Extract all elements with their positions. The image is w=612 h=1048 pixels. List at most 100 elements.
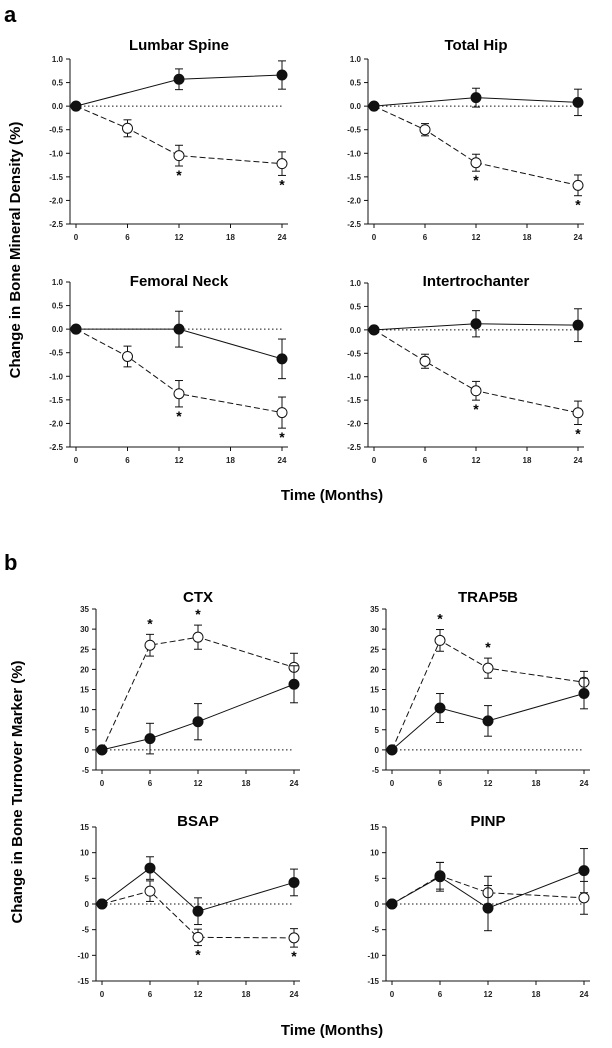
series-line-filled xyxy=(101,867,295,912)
y-tick-label: 5 xyxy=(375,726,380,735)
data-point-open xyxy=(470,385,482,397)
series-line-open xyxy=(391,639,585,751)
x-tick-label: 6 xyxy=(438,990,443,999)
data-point-filled xyxy=(368,324,380,336)
data-point-open xyxy=(572,407,584,419)
y-tick-label: -0.5 xyxy=(347,126,361,135)
data-point-open xyxy=(434,634,446,646)
data-point-open xyxy=(173,388,185,400)
data-point-filled xyxy=(386,898,398,910)
series-line-filled xyxy=(391,870,585,909)
data-point-open xyxy=(288,932,300,944)
y-tick-label: -1.5 xyxy=(347,173,361,182)
x-tick-label: 0 xyxy=(372,456,377,465)
data-point-filled xyxy=(572,96,584,108)
y-tick-label: -1.5 xyxy=(49,396,63,405)
x-tick-label: 24 xyxy=(278,233,287,242)
x-tick-label: 0 xyxy=(372,233,377,242)
panel-b-letter: b xyxy=(4,550,17,575)
x-tick-label: 24 xyxy=(574,456,583,465)
y-tick-label: 5 xyxy=(85,874,90,883)
y-tick-label: 25 xyxy=(370,645,379,654)
y-tick-label: -0.5 xyxy=(49,126,63,135)
x-tick-label: 12 xyxy=(484,990,493,999)
y-tick-label: 10 xyxy=(370,849,379,858)
x-tick-label: 6 xyxy=(423,233,428,242)
y-tick-label: 35 xyxy=(80,605,89,614)
data-point-filled xyxy=(96,898,108,910)
y-tick-label: 20 xyxy=(80,665,89,674)
x-tick-label: 18 xyxy=(226,456,235,465)
x-tick-label: 12 xyxy=(175,456,184,465)
y-tick-label: -2.5 xyxy=(49,443,63,452)
y-tick-label: 30 xyxy=(370,625,379,634)
significance-star: * xyxy=(176,167,182,183)
x-tick-label: 18 xyxy=(242,990,251,999)
significance-star: * xyxy=(575,197,581,213)
panel-a-letter: a xyxy=(4,2,17,27)
panel-b-xlabel: Time (Months) xyxy=(281,1022,383,1039)
x-tick-label: 12 xyxy=(472,233,481,242)
data-point-filled xyxy=(578,865,590,877)
x-tick-label: 0 xyxy=(74,456,79,465)
y-tick-label: -1.5 xyxy=(347,396,361,405)
y-tick-label: -2.0 xyxy=(49,196,63,205)
series-line-open xyxy=(101,890,295,939)
data-point-filled xyxy=(192,716,204,728)
series-line-open xyxy=(101,636,295,751)
data-point-filled xyxy=(96,744,108,756)
y-tick-label: -1.0 xyxy=(347,373,361,382)
x-tick-label: 0 xyxy=(100,779,105,788)
data-point-open xyxy=(192,631,204,643)
data-point-filled xyxy=(70,100,82,112)
y-tick-label: -2.5 xyxy=(347,443,361,452)
x-tick-label: 0 xyxy=(390,779,395,788)
y-tick-label: 0 xyxy=(85,746,90,755)
y-tick-label: 1.0 xyxy=(350,55,362,64)
y-tick-label: -1.5 xyxy=(49,173,63,182)
subplot-title: Femoral Neck xyxy=(130,273,229,290)
y-tick-label: -5 xyxy=(82,766,90,775)
y-tick-label: 35 xyxy=(370,605,379,614)
y-tick-label: -1.0 xyxy=(49,149,63,158)
subplot-4: Intertrochanter 1.0 0.5 0.0 -0.5 -1.0 -1.5 -2.0… xyxy=(347,273,584,465)
y-tick-label: 0.0 xyxy=(350,102,362,111)
x-tick-label: 6 xyxy=(148,779,153,788)
data-point-filled xyxy=(470,92,482,104)
y-tick-label: 1.0 xyxy=(350,279,362,288)
y-tick-label: 0.0 xyxy=(350,326,362,335)
y-tick-label: 0.5 xyxy=(52,302,64,311)
x-tick-label: 6 xyxy=(125,233,130,242)
y-tick-label: 0.5 xyxy=(350,79,362,88)
data-point-open xyxy=(470,157,482,169)
significance-star: * xyxy=(147,615,153,631)
subplot-6: TRAP5B 35 30 25 20 15 10 5 0 -5 0 6 12 18 24 * * xyxy=(370,589,590,788)
data-point-open xyxy=(144,885,156,897)
y-tick-label: -5 xyxy=(372,926,380,935)
y-tick-label: 0 xyxy=(85,900,90,909)
y-tick-label: 10 xyxy=(370,706,379,715)
significance-star: * xyxy=(437,611,443,627)
subplot-5: CTX 35 30 25 20 15 10 5 0 -5 0 6 12 18 24 * * xyxy=(80,589,300,788)
x-tick-label: 0 xyxy=(100,990,105,999)
data-point-filled xyxy=(276,69,288,81)
x-tick-label: 18 xyxy=(523,456,532,465)
x-tick-label: 12 xyxy=(175,233,184,242)
data-point-filled xyxy=(144,733,156,745)
data-point-open xyxy=(276,407,288,419)
data-point-filled xyxy=(578,688,590,700)
subplot-title: PINP xyxy=(470,813,505,830)
data-point-open xyxy=(578,892,590,904)
significance-star: * xyxy=(291,948,297,964)
data-point-open xyxy=(192,931,204,943)
data-point-filled xyxy=(144,862,156,874)
charts-group: Lumbar Spine 1.0 0.5 0.0 -0.5 -1.0 -1.5 -2.0 -2.… xyxy=(49,37,590,999)
data-point-filled xyxy=(434,871,446,883)
y-tick-label: 15 xyxy=(370,823,379,832)
panel-a-xlabel: Time (Months) xyxy=(281,487,383,504)
y-tick-label: 1.0 xyxy=(52,55,64,64)
x-tick-label: 18 xyxy=(523,233,532,242)
x-tick-label: 6 xyxy=(148,990,153,999)
data-point-open xyxy=(122,122,133,134)
x-tick-label: 24 xyxy=(278,456,287,465)
